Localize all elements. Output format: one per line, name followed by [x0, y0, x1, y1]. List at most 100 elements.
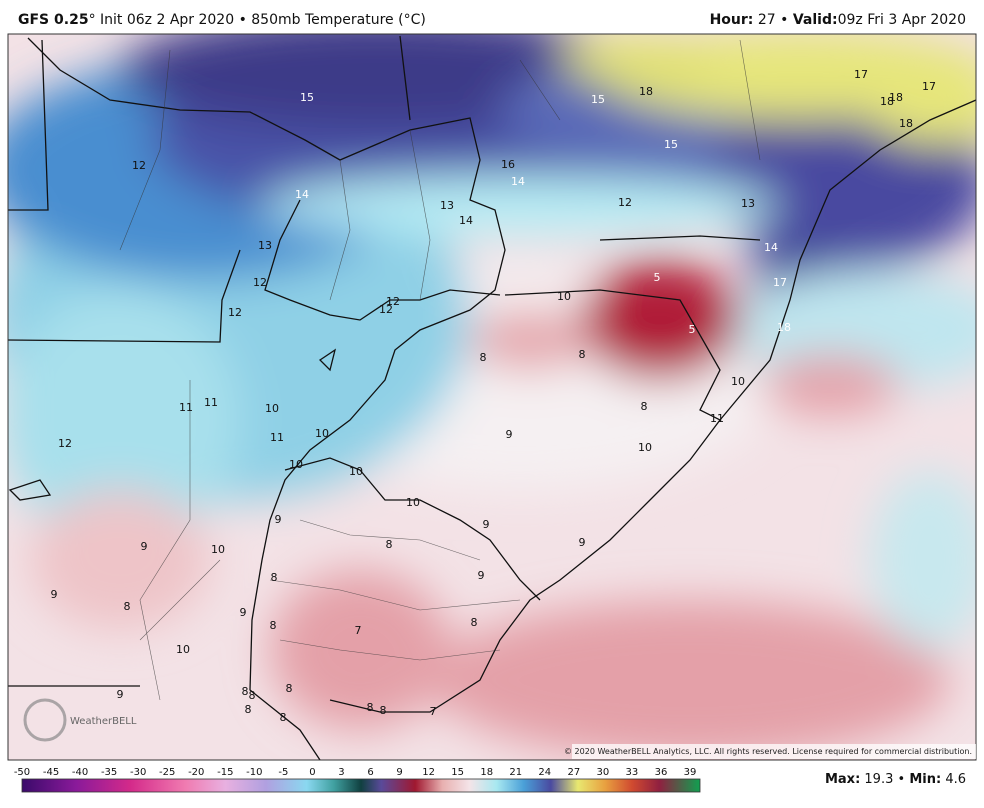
colorbar-tick-label: 3 — [338, 767, 344, 778]
contour-label: 8 — [579, 348, 586, 361]
colorbar-tick-label: -40 — [72, 767, 88, 778]
contour-label: 7 — [430, 705, 437, 718]
contour-label: 8 — [242, 685, 249, 698]
contour-label: 12 — [386, 295, 400, 308]
contour-label: 9 — [51, 588, 58, 601]
contour-label: 8 — [380, 704, 387, 717]
valid: 09z Fri 3 Apr 2020 — [837, 12, 966, 28]
contour-label: 5 — [654, 271, 661, 284]
contour-label: 14 — [295, 188, 309, 201]
contour-label: 8 — [386, 538, 393, 551]
colorbar-tick-label: 27 — [567, 767, 580, 778]
logo: WeatherBELL — [23, 698, 137, 742]
contour-label: 10 — [176, 643, 190, 656]
contour-label: 9 — [275, 513, 282, 526]
contour-label: 13 — [741, 197, 755, 210]
contour-label: 8 — [249, 689, 256, 702]
colorbar-tick-label: 33 — [626, 767, 639, 778]
run-info: ° Init 06z 2 Apr 2020 • 850mb Temperatur… — [88, 12, 426, 28]
contour-label: 17 — [922, 80, 936, 93]
colorbar-tick-label: -35 — [101, 767, 117, 778]
contour-label: 12 — [618, 196, 632, 209]
colorbar-tick-label: 0 — [309, 767, 315, 778]
contour-label: 9 — [483, 518, 490, 531]
contour-label: 15 — [664, 138, 678, 151]
contour-label: 18 — [899, 117, 913, 130]
contour-label: 13 — [258, 239, 272, 252]
contour-label: 12 — [253, 276, 267, 289]
contour-label: 13 — [440, 199, 454, 212]
valid-label: Valid: — [792, 12, 838, 28]
contour-label: 14 — [511, 175, 525, 188]
hour-label: Hour: — [709, 12, 754, 28]
contour-label: 12 — [58, 437, 72, 450]
contour-label: 8 — [471, 616, 478, 629]
contour-label: 10 — [315, 427, 329, 440]
colorbar-tick-label: -25 — [159, 767, 175, 778]
contour-label: 17 — [854, 68, 868, 81]
contour-label: 18 — [889, 91, 903, 104]
colorbar-tick-label: 18 — [480, 767, 493, 778]
state-borders — [119, 39, 761, 701]
contour-label: 11 — [710, 412, 724, 425]
contour-label: 11 — [204, 396, 218, 409]
max-label: Max: — [824, 772, 861, 787]
colorbar-tick-label: 12 — [422, 767, 435, 778]
contour-label: 9 — [117, 688, 124, 701]
colorbar-tick-label: -15 — [217, 767, 233, 778]
contour-label: 8 — [245, 703, 252, 716]
contour-label: 10 — [406, 496, 420, 509]
contour-label: 8 — [271, 571, 278, 584]
stats: Max: 19.3 • Min: 4.6 — [825, 772, 966, 787]
contour-label: 10 — [349, 465, 363, 478]
contour-label: 8 — [286, 682, 293, 695]
contour-label: 8 — [124, 600, 131, 613]
color-bar — [21, 778, 701, 793]
contour-label: 10 — [211, 543, 225, 556]
contour-label: 10 — [638, 441, 652, 454]
contour-label: 8 — [367, 701, 374, 714]
colorbar-tick-label: 24 — [538, 767, 551, 778]
contour-label: 9 — [506, 428, 513, 441]
copyright: © 2020 WeatherBELL Analytics, LLC. All r… — [564, 747, 972, 756]
contour-label: 18 — [639, 85, 653, 98]
contour-label: 7 — [355, 624, 362, 637]
contour-label: 8 — [270, 619, 277, 632]
contour-label: 10 — [557, 290, 571, 303]
colorbar-tick-label: 15 — [451, 767, 464, 778]
contour-label: 18 — [880, 95, 894, 108]
colorbar-tick-label: -50 — [14, 767, 30, 778]
separator: • — [780, 12, 789, 28]
contour-label: 8 — [280, 711, 287, 724]
colorbar-tick-label: -10 — [246, 767, 262, 778]
contour-label: 12 — [132, 159, 146, 172]
contour-label: 15 — [591, 93, 605, 106]
contour-label: 17 — [773, 276, 787, 289]
colorbar-tick-label: 9 — [396, 767, 402, 778]
contour-label: 16 — [501, 158, 515, 171]
borders — [8, 35, 976, 760]
contour-label: 15 — [300, 91, 314, 104]
header-left: GFS 0.25° Init 06z 2 Apr 2020 • 850mb Te… — [18, 12, 426, 28]
colorbar-tick-label: 21 — [509, 767, 522, 778]
hour: 27 — [757, 12, 776, 28]
contour-label: 9 — [478, 569, 485, 582]
colorbar-tick-label: -20 — [188, 767, 204, 778]
contour-label: 12 — [228, 306, 242, 319]
contour-label: 10 — [289, 458, 303, 471]
colorbar-tick-label: 6 — [367, 767, 373, 778]
contour-label: 9 — [240, 606, 247, 619]
model: GFS 0.25 — [18, 12, 89, 28]
colorbar-tick-label: 30 — [597, 767, 610, 778]
separator: • — [897, 772, 906, 787]
contour-label: 18 — [777, 321, 791, 334]
min: 4.6 — [945, 772, 966, 787]
contour-label: 8 — [641, 400, 648, 413]
contour-label: 8 — [480, 351, 487, 364]
colorbar-tick-label: -5 — [278, 767, 288, 778]
contour-label: 11 — [179, 401, 193, 414]
contour-label: 5 — [689, 323, 696, 336]
